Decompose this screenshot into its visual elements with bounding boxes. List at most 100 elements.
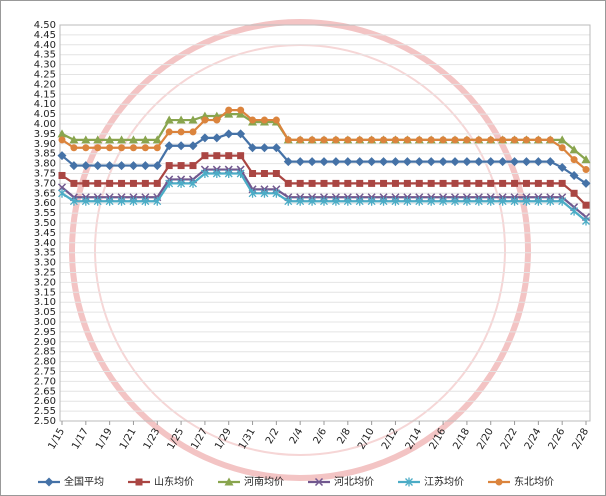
marker [152,135,162,144]
marker [487,179,495,187]
marker [569,170,579,180]
marker [271,143,281,153]
marker [188,115,198,124]
marker [331,157,341,167]
marker [546,136,554,144]
marker [129,196,138,206]
plot-frame [59,24,591,422]
marker [557,163,567,173]
marker [284,179,292,187]
y-tick-label: 2.65 [34,386,56,397]
y-tick-label: 3.05 [34,307,56,318]
marker [272,170,280,177]
legend-label: 东北均价 [514,475,554,488]
marker [534,196,543,206]
marker [118,144,126,152]
marker [474,196,483,206]
legend-label: 河北均价 [334,476,374,488]
marker [570,206,579,216]
y-tick-label: 2.75 [34,367,56,378]
legend-label: 全国平均 [64,475,104,488]
marker [486,196,495,206]
marker [248,188,257,198]
marker [356,136,364,144]
marker [403,196,412,206]
marker [438,157,448,167]
watermark [69,19,531,481]
marker [295,157,305,167]
marker [237,152,245,160]
marker [118,179,126,187]
y-tick-label: 3.75 [34,169,56,180]
marker [510,157,520,167]
marker [427,179,435,187]
marker [581,155,591,164]
marker [153,179,161,187]
legend-label: 河南均价 [244,475,284,488]
y-tick-label: 4.35 [34,50,56,61]
marker [69,161,79,171]
marker [58,136,66,144]
marker [463,179,471,187]
y-tick-label: 3.15 [34,287,56,298]
marker [510,196,519,206]
marker [70,179,78,187]
marker [320,136,328,144]
marker [426,157,436,167]
marker [260,188,269,198]
marker [224,169,233,178]
marker [177,162,185,170]
marker [164,141,174,151]
marker [451,179,459,187]
marker [248,143,258,153]
marker [344,179,352,187]
marker [140,135,150,144]
marker [105,196,114,206]
marker [44,477,54,487]
y-tick-label: 3.85 [34,149,56,160]
marker [319,157,329,167]
marker [355,157,365,167]
marker [450,157,460,167]
y-tick-label: 3.20 [34,277,56,288]
marker [177,128,185,136]
marker [582,201,590,209]
marker [380,179,388,187]
marker [284,136,292,144]
marker [260,170,268,177]
y-tick-label: 3.25 [34,268,56,279]
marker [499,179,507,187]
marker [451,196,459,206]
marker [201,116,209,124]
marker [391,179,399,187]
marker [189,178,197,188]
marker [308,136,316,144]
y-tick-label: 2.90 [34,337,56,348]
marker [141,196,150,206]
marker [332,179,340,187]
marker [405,477,413,487]
marker [582,216,590,226]
marker [106,179,114,187]
marker [391,136,399,144]
marker [379,157,389,167]
marker [105,161,115,171]
marker [81,135,91,144]
marker [236,169,245,178]
marker [521,157,531,167]
marker [93,135,103,144]
marker [129,144,137,152]
marker [498,157,508,167]
marker [570,189,578,197]
marker [475,136,483,144]
y-tick-label: 3.80 [34,159,56,170]
marker [546,179,554,187]
marker [117,161,127,171]
y-tick-label: 2.50 [34,416,56,427]
marker [259,143,269,153]
marker [189,128,197,136]
y-tick-label: 3.10 [34,297,56,308]
marker [128,135,138,144]
marker [141,179,149,187]
